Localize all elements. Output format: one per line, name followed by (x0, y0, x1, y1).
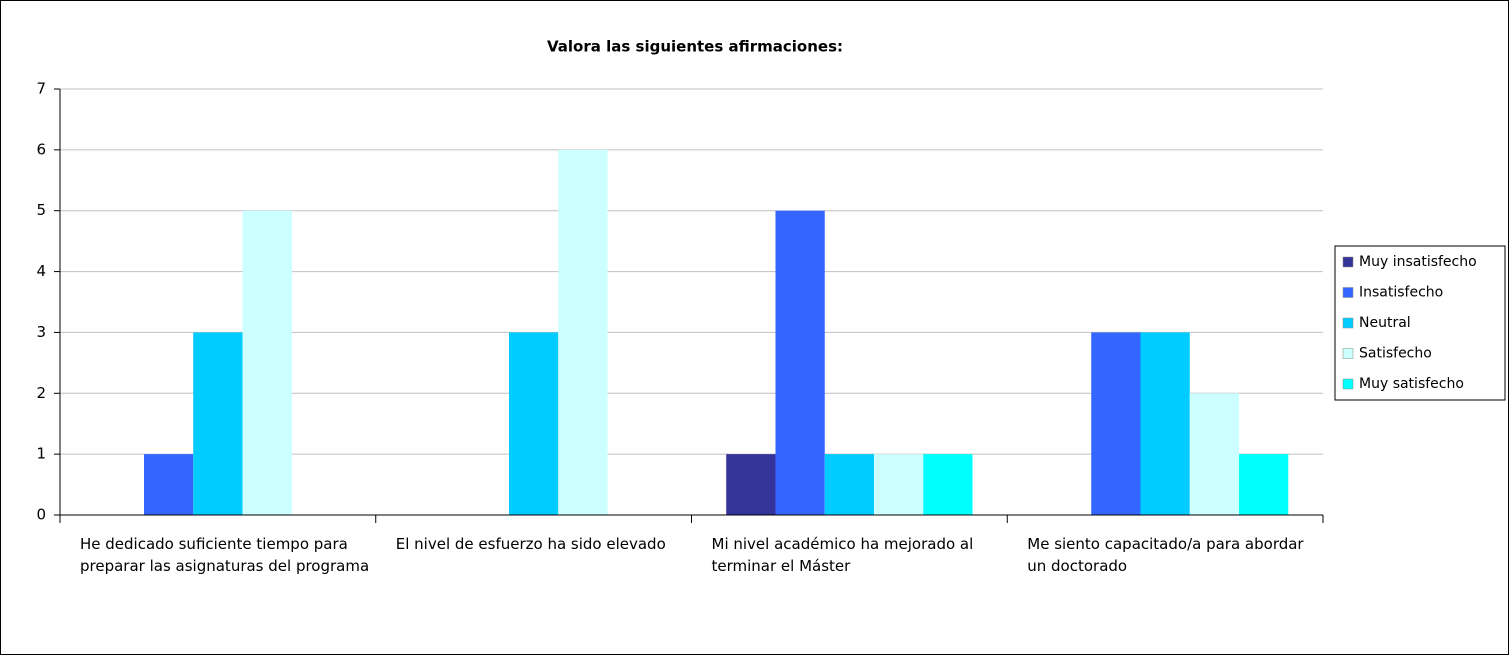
y-tick-label: 3 (36, 323, 46, 341)
bar (824, 454, 875, 515)
bar (242, 210, 292, 515)
legend-swatch (1342, 256, 1354, 268)
bar (775, 210, 825, 515)
legend-swatch (1342, 317, 1354, 329)
bar (558, 149, 608, 515)
legend-label: Insatisfecho (1359, 285, 1443, 301)
legend-box (1334, 245, 1506, 401)
legend-swatch (1342, 378, 1354, 390)
bar (143, 454, 194, 515)
y-tick-label: 1 (36, 445, 46, 463)
x-tick-label: He dedicado suficiente tiempo para prepa… (80, 535, 370, 575)
legend-label: Satisfecho (1359, 346, 1432, 362)
bar (1239, 454, 1289, 515)
x-tick-label: Me siento capacitado/a para abordar un d… (1027, 535, 1304, 575)
y-tick-label: 0 (36, 506, 46, 524)
bar (726, 454, 776, 515)
bar (923, 454, 973, 515)
bar (508, 332, 559, 515)
bar (1140, 332, 1190, 515)
y-tick-label: 5 (36, 201, 46, 219)
x-tick-label: El nivel de esfuerzo ha sido elevado (395, 535, 666, 553)
x-tick-label: Mi nivel académico ha mejorado al termin… (711, 535, 974, 575)
y-tick-label: 4 (36, 262, 46, 280)
legend-swatch (1342, 348, 1354, 359)
bar (1189, 393, 1240, 515)
bar (874, 454, 924, 515)
legend-label: Neutral (1359, 315, 1411, 331)
y-tick-label: 7 (36, 80, 46, 98)
y-tick-label: 6 (36, 140, 46, 158)
chart-title: Valora las siguientes afirmaciones: (547, 38, 843, 56)
legend-label: Muy insatisfecho (1359, 254, 1477, 270)
bar (1091, 332, 1141, 515)
legend-label: Muy satisfecho (1359, 376, 1464, 392)
y-tick-label: 2 (36, 384, 46, 402)
legend-swatch (1342, 287, 1354, 298)
bar (193, 332, 243, 515)
